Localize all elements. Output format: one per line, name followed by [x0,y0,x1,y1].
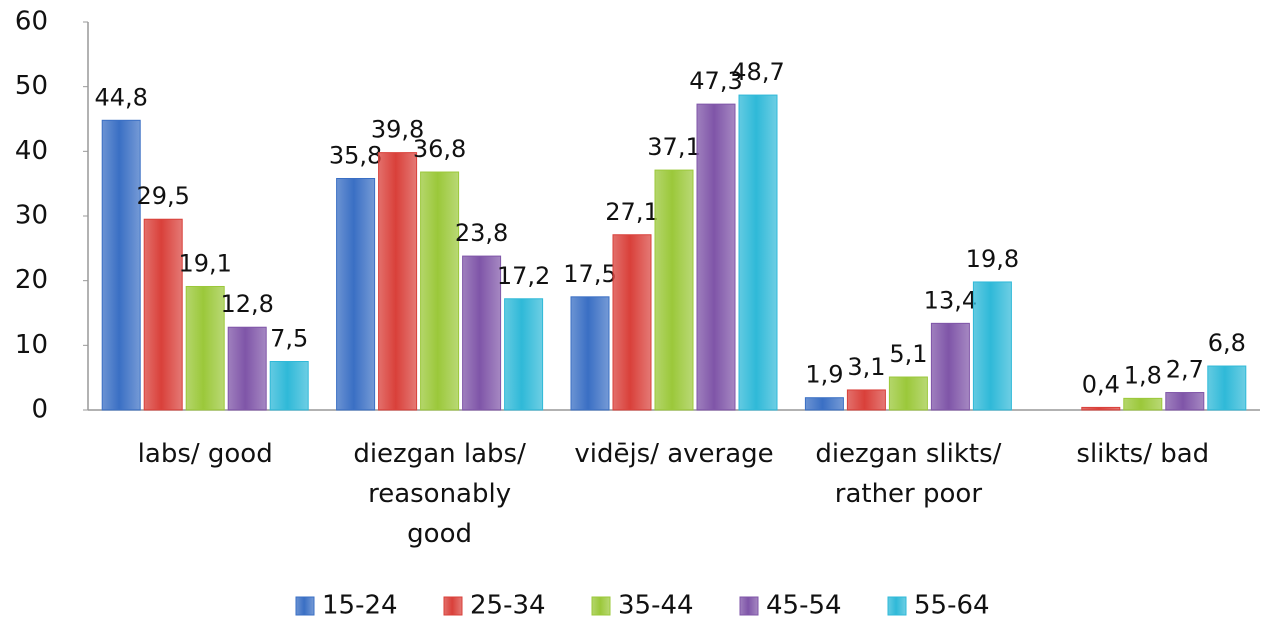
legend-swatch [443,596,463,616]
legend-swatch [295,596,315,616]
x-tick-label: diezgan slikts/ rather poor [815,439,1002,509]
value-label: 1,8 [1124,361,1162,389]
bar [1081,406,1121,411]
value-label: 17,5 [563,260,616,288]
legend-label: 35-44 [618,591,694,621]
bar [696,103,736,411]
x-tick-label: labs/ good [137,439,273,469]
bar [462,255,502,411]
legend-label: 25-34 [470,591,546,621]
bar [1207,365,1247,411]
value-label: 44,8 [94,83,147,111]
bar [804,397,844,411]
value-label: 23,8 [455,219,508,247]
value-label: 0,4 [1082,370,1120,398]
value-label: 36,8 [413,135,466,163]
y-tick-label: 40 [15,136,48,166]
legend-label: 15-24 [322,591,398,621]
value-label: 2,7 [1166,356,1204,384]
bar [420,171,460,411]
y-tick-label: 10 [15,330,48,360]
bar [846,389,886,411]
bar [504,298,544,411]
value-label: 37,1 [647,133,700,161]
legend-swatch [739,596,759,616]
value-label: 7,5 [270,325,308,353]
bar [269,361,309,411]
value-label: 12,8 [220,290,273,318]
value-label: 27,1 [605,198,658,226]
value-label: 13,4 [924,286,977,314]
value-label: 1,9 [805,361,843,389]
y-tick-label: 20 [15,265,48,295]
value-label: 19,1 [178,249,231,277]
bar [930,322,970,411]
value-label: 29,5 [136,182,189,210]
value-label: 35,8 [329,141,382,169]
legend-swatch [887,596,907,616]
y-tick-label: 50 [15,71,48,101]
bar [378,152,418,411]
value-label: 6,8 [1208,329,1246,357]
x-tick-label: slikts/ bad [1076,439,1210,469]
value-label: 3,1 [847,353,885,381]
y-tick-label: 60 [15,7,48,37]
legend-label: 55-64 [914,591,990,621]
value-label: 17,2 [497,262,550,290]
bar [227,326,267,411]
bar [185,285,225,411]
bar [143,218,183,411]
legend-swatch [591,596,611,616]
value-label: 47,3 [689,67,742,95]
value-label: 48,7 [731,58,784,86]
bar [612,234,652,411]
value-label: 5,1 [889,340,927,368]
bar [1123,397,1163,411]
bar [972,281,1012,411]
y-tick-label: 30 [15,201,48,231]
value-label: 19,8 [966,245,1019,273]
bar [738,94,778,411]
x-tick-label: diezgan labs/ reasonably good [353,439,526,549]
bar [888,376,928,411]
y-tick-label: 0 [31,395,48,425]
bar [570,296,610,411]
bar [336,177,376,411]
bar [101,119,141,411]
x-tick-label: vidējs/ average [574,439,774,469]
legend-label: 45-54 [766,591,842,621]
bar [1165,392,1205,411]
bar [654,169,694,411]
value-label: 39,8 [371,116,424,144]
